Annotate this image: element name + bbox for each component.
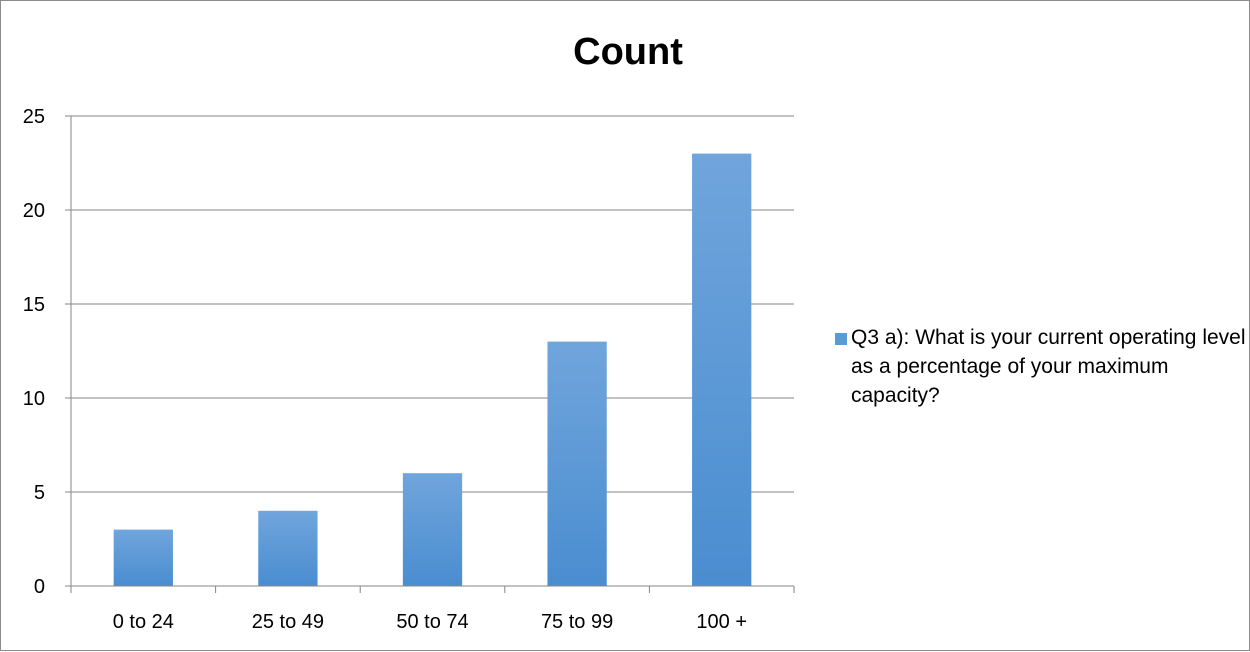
bar-100 — [692, 153, 752, 586]
x-tick-label: 50 to 74 — [396, 611, 468, 633]
y-tick-label: 20 — [23, 200, 45, 222]
bar-50-to-74 — [402, 473, 463, 586]
bar-25-to-49 — [258, 510, 318, 586]
x-tick-label: 25 to 49 — [252, 611, 324, 633]
legend-swatch — [835, 333, 847, 345]
legend-label: Q3 a): What is your current operating le… — [851, 326, 1246, 407]
x-tick-label: 0 to 24 — [113, 611, 174, 633]
y-tick-label: 5 — [34, 482, 45, 504]
bar-75-to-99 — [547, 341, 607, 586]
y-tick-label: 0 — [34, 576, 45, 598]
bar-0-to-24 — [113, 529, 173, 586]
y-tick-label: 10 — [23, 388, 45, 410]
x-tick-label: 75 to 99 — [541, 611, 613, 633]
y-tick-label: 15 — [23, 294, 45, 316]
chart-title: Count — [573, 31, 683, 73]
x-tick-label: 100 + — [696, 611, 747, 633]
y-tick-label: 25 — [23, 106, 45, 128]
